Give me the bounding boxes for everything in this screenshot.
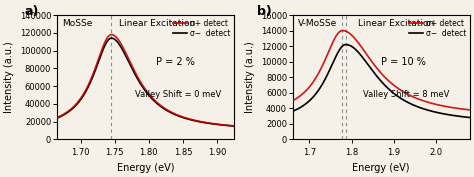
Legend: σ+ detect, σ−  detect: σ+ detect, σ− detect — [409, 19, 466, 38]
Text: Valley Shift = 0 meV: Valley Shift = 0 meV — [135, 90, 221, 99]
Legend: σ+ detect, σ−  detect: σ+ detect, σ− detect — [173, 19, 230, 38]
Text: Linear Excitation: Linear Excitation — [358, 19, 435, 28]
X-axis label: Energy (eV): Energy (eV) — [353, 163, 410, 173]
Text: Linear Excitation: Linear Excitation — [119, 19, 195, 28]
Text: P = 10 %: P = 10 % — [381, 57, 426, 67]
Text: b): b) — [257, 5, 272, 18]
Text: P = 2 %: P = 2 % — [156, 57, 195, 67]
Y-axis label: Intensity (a.u.): Intensity (a.u.) — [4, 41, 14, 113]
Text: V-MoSSe: V-MoSSe — [298, 19, 337, 28]
Text: Valley Shift = 8 meV: Valley Shift = 8 meV — [364, 90, 450, 99]
Text: MoSSe: MoSSe — [62, 19, 92, 28]
Text: a): a) — [25, 5, 39, 18]
X-axis label: Energy (eV): Energy (eV) — [117, 163, 174, 173]
Y-axis label: Intensity (a.u.): Intensity (a.u.) — [245, 41, 255, 113]
